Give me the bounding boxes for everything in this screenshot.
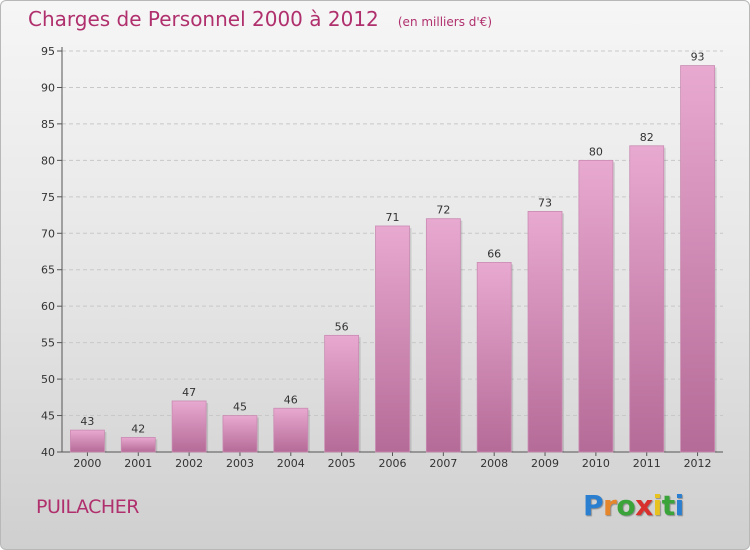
y-tick-label: 75: [41, 191, 55, 204]
x-tick-label: 2002: [175, 457, 203, 470]
x-tick-label: 2005: [328, 457, 356, 470]
bar-value-label: 47: [182, 386, 196, 399]
logo-letter: r: [603, 489, 617, 522]
y-tick-label: 70: [41, 227, 55, 240]
bar-value-label: 80: [589, 145, 603, 158]
x-tick-label: 2009: [531, 457, 559, 470]
x-tick-label: 2011: [633, 457, 661, 470]
x-tick-label: 2008: [480, 457, 508, 470]
bar-2002: [171, 400, 207, 453]
bar-value-label: 93: [691, 51, 705, 64]
y-tick-label: 45: [41, 410, 55, 423]
title-row: Charges de Personnel 2000 à 2012 (en mil…: [28, 7, 492, 31]
y-tick-label: 65: [41, 264, 55, 277]
chart-subtitle: (en milliers d'€): [397, 15, 492, 29]
chart-title: Charges de Personnel 2000 à 2012: [28, 7, 379, 31]
bar-2007: [425, 218, 461, 453]
bar-2000: [70, 429, 105, 453]
y-tick-label: 55: [41, 337, 55, 350]
bar-value-label: 71: [386, 211, 400, 224]
x-tick-label: 2000: [73, 457, 101, 470]
x-tick-label: 2010: [582, 457, 610, 470]
bar-value-label: 72: [436, 204, 450, 217]
bar-2006: [375, 225, 410, 453]
commune-name: PUILACHER: [36, 496, 139, 518]
x-tick-label: 2004: [277, 457, 305, 470]
bar-value-label: 73: [538, 196, 552, 209]
bar-value-label: 82: [640, 131, 654, 144]
logo-letter: t: [661, 489, 675, 522]
bar-2012: [680, 65, 715, 453]
bar-2001: [120, 437, 156, 453]
bar-2009: [527, 210, 563, 453]
proxiti-logo: Proxiti: [583, 489, 684, 522]
y-tick-label: 90: [41, 81, 55, 94]
bar-value-label: 46: [284, 393, 298, 406]
bar-2011: [629, 145, 665, 453]
x-tick-label: 2001: [124, 457, 152, 470]
y-tick-label: 80: [41, 154, 55, 167]
x-tick-label: 2003: [226, 457, 254, 470]
logo-letter: i: [652, 489, 663, 522]
logo-letter: x: [635, 489, 653, 522]
bar-2008: [476, 262, 512, 453]
logo-letter: o: [616, 489, 636, 522]
x-tick-label: 2006: [379, 457, 407, 470]
bar-2004: [273, 407, 309, 453]
y-tick-label: 60: [41, 300, 55, 313]
y-tick-label: 95: [41, 45, 55, 58]
y-tick-label: 50: [41, 373, 55, 386]
logo-letter: i: [674, 489, 685, 522]
y-tick-label: 85: [41, 118, 55, 131]
bar-2003: [222, 415, 258, 453]
bar-value-label: 66: [487, 247, 501, 260]
x-tick-label: 2007: [429, 457, 457, 470]
x-tick-label: 2012: [684, 457, 712, 470]
bar-value-label: 56: [335, 320, 349, 333]
bar-value-label: 45: [233, 401, 247, 414]
y-tick-label: 40: [41, 446, 55, 459]
bar-value-label: 43: [80, 415, 94, 428]
bar-2005: [324, 334, 360, 453]
bar-2010: [578, 159, 614, 453]
logo-letter: P: [583, 489, 604, 522]
bar-value-label: 42: [131, 422, 145, 435]
